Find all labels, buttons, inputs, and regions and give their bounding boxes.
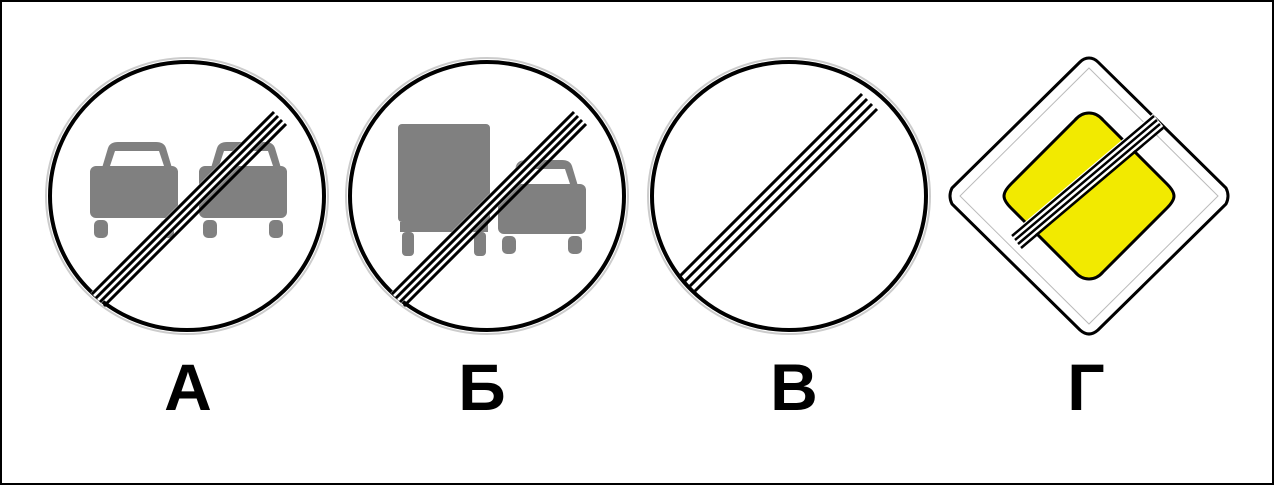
option-label-b: Б xyxy=(458,350,506,424)
end-of-no-overtaking-trucks-sign-icon[interactable] xyxy=(342,54,632,338)
option-label-a: А xyxy=(164,350,212,424)
end-of-no-overtaking-sign-icon[interactable] xyxy=(42,54,332,338)
option-label-v: В xyxy=(770,350,818,424)
end-of-priority-road-sign-icon[interactable] xyxy=(944,54,1234,338)
end-of-all-restrictions-sign-icon[interactable] xyxy=(644,54,934,338)
option-label-g: Г xyxy=(1067,350,1105,424)
